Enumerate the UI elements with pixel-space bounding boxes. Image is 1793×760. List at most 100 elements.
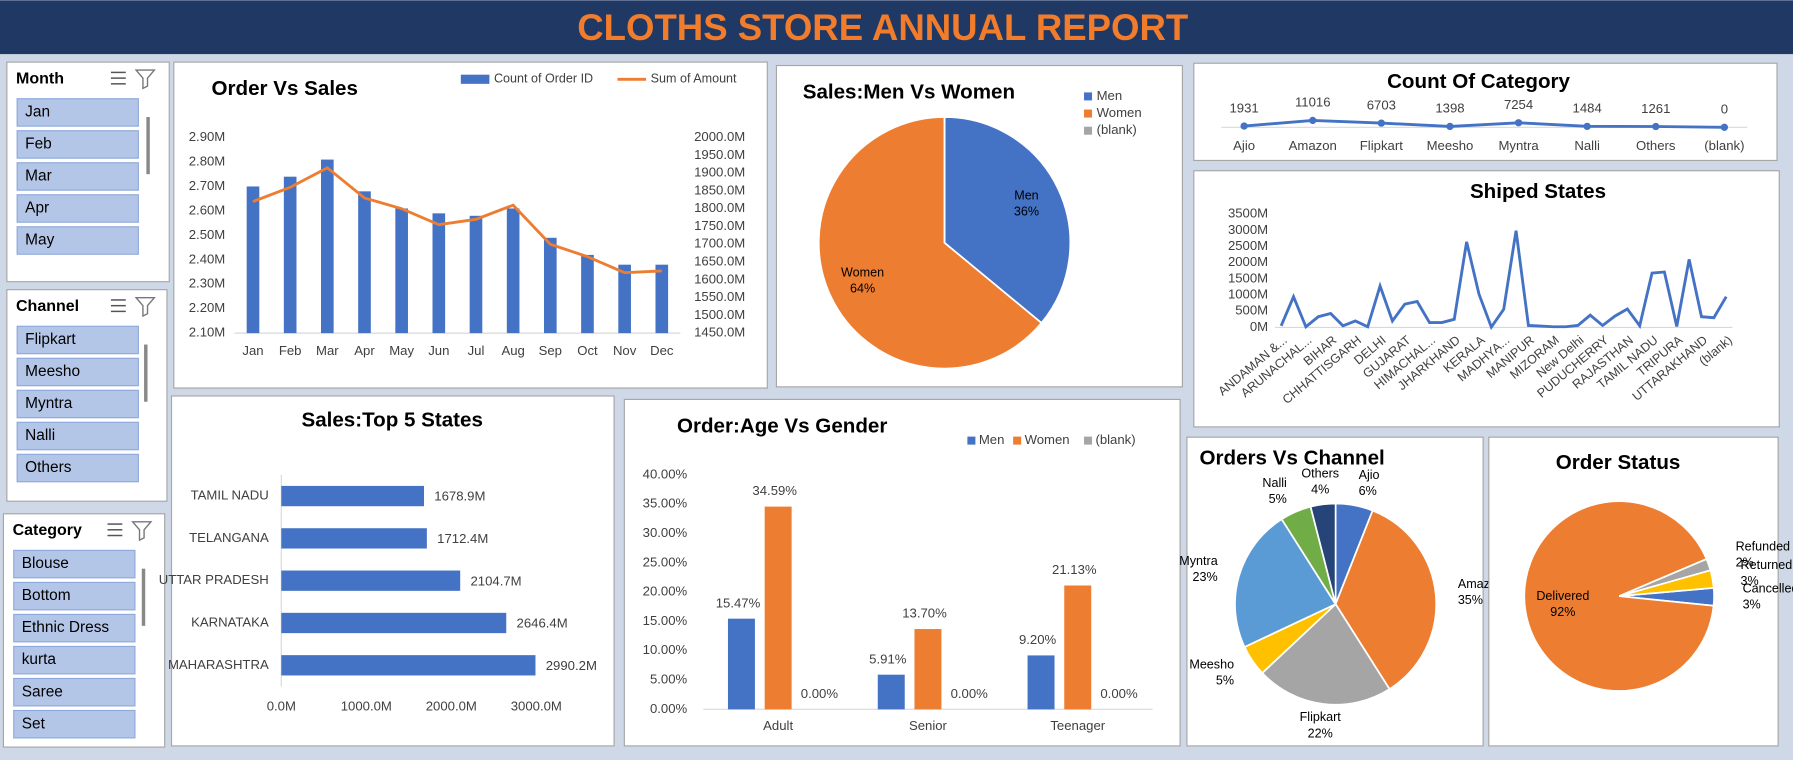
scrollbar	[146, 116, 150, 175]
slicer-item[interactable]	[16, 389, 139, 419]
scrollbar	[144, 344, 148, 402]
marker	[1583, 122, 1591, 131]
data-label: 21.13%	[1052, 562, 1097, 577]
y2-tick-label: 2000.0M	[694, 129, 745, 144]
data-label: 2104.7M	[470, 573, 521, 588]
y-tick-label: 2.60M	[189, 202, 226, 217]
y-tick-label: UTTAR PRADESH	[159, 572, 269, 587]
marker	[1377, 119, 1386, 127]
pie-label-category: Meesho	[1189, 657, 1234, 671]
slicer-item[interactable]	[13, 549, 136, 579]
pie-label-value: 92%	[1550, 605, 1575, 619]
line-series	[1244, 118, 1725, 129]
slicer-item-label: kurta	[22, 651, 57, 668]
x-tick-label: Senior	[909, 718, 948, 733]
bar	[358, 191, 371, 334]
y-tick-label: 2.30M	[189, 276, 226, 291]
slicer-item[interactable]	[16, 226, 139, 255]
y-tick-label: 20.00%	[643, 584, 688, 599]
y-tick-label: 2.70M	[189, 178, 226, 193]
marker	[1309, 116, 1317, 125]
slicer-item[interactable]	[16, 98, 139, 127]
data-label: 1712.4M	[437, 531, 488, 546]
clear-filter-icon[interactable]	[131, 521, 153, 542]
x-tick-label: 3000.0M	[511, 699, 562, 714]
bar	[321, 159, 334, 334]
slicer-item[interactable]	[16, 130, 139, 159]
slicer-item[interactable]	[13, 709, 136, 739]
data-label: 6703	[1367, 97, 1396, 112]
x-tick-label: Apr	[354, 343, 375, 358]
pie-slice	[1618, 569, 1715, 597]
marker	[1720, 123, 1729, 131]
scrollbar	[141, 568, 146, 626]
y2-tick-label: 1500.0M	[694, 307, 745, 322]
y-tick-label: 1000M	[1228, 287, 1268, 302]
data-label: 0.00%	[951, 686, 989, 701]
slicer-item[interactable]	[13, 613, 136, 643]
slicer-item-label: Blouse	[22, 555, 69, 572]
slicer-item[interactable]	[16, 194, 139, 223]
y2-tick-label: 1850.0M	[694, 182, 745, 197]
slicer-title: Category	[13, 522, 82, 539]
pie-slice	[1234, 517, 1337, 649]
bar	[246, 186, 260, 334]
data-label: 13.70%	[902, 606, 947, 621]
y-tick-label: 2.40M	[189, 251, 226, 266]
bar	[914, 629, 942, 710]
pie-label-category: Nalli	[1262, 476, 1286, 490]
clear-filter-icon[interactable]	[134, 296, 156, 318]
y2-tick-label: 1750.0M	[694, 218, 745, 233]
slicer-item[interactable]	[13, 677, 136, 707]
bar	[281, 612, 507, 634]
y-tick-label: 25.00%	[643, 554, 688, 569]
legend-swatch	[967, 436, 976, 445]
x-tick-label: 1000.0M	[341, 699, 392, 714]
slicer-item-label: Nalli	[25, 427, 55, 444]
data-label: 34.59%	[752, 483, 797, 498]
slicer-item[interactable]	[16, 162, 139, 191]
bar	[281, 485, 425, 507]
y-tick-label: 2.50M	[189, 227, 226, 242]
slicer-item-label: Jan	[25, 104, 50, 121]
data-label: 5.91%	[869, 651, 907, 666]
pie-label-value: 4%	[1311, 483, 1329, 497]
slicer-item[interactable]	[16, 421, 139, 451]
y-tick-label: 2.80M	[189, 153, 226, 168]
slicer-item[interactable]	[16, 453, 139, 483]
x-tick-label: Amazon	[1289, 138, 1337, 153]
chart-title: Sales:Men Vs Women	[803, 80, 1015, 103]
panel	[1193, 62, 1778, 162]
pie-label-value: 3%	[1741, 574, 1759, 588]
legend-label: (blank)	[1097, 122, 1137, 137]
data-label: 0.00%	[801, 686, 839, 701]
slicer-item-label: Bottom	[22, 587, 71, 604]
x-tick-label: May	[389, 343, 414, 358]
bar	[618, 264, 631, 334]
x-tick-label: Ajio	[1233, 138, 1255, 153]
slicer-item-label: Myntra	[25, 395, 73, 412]
chart-title: Orders Vs Channel	[1200, 446, 1385, 469]
slicer-item[interactable]	[13, 581, 136, 611]
slicer-item[interactable]	[13, 645, 136, 675]
pie-label-value: 35%	[1458, 593, 1483, 607]
clear-filter-icon[interactable]	[134, 69, 156, 90]
legend-label: Men	[1097, 88, 1123, 103]
line-series	[1279, 230, 1728, 331]
pie-slice	[1523, 500, 1715, 692]
y-tick-label: MAHARASHTRA	[168, 657, 269, 672]
bar	[395, 208, 408, 334]
x-tick-label: Flipkart	[1360, 138, 1403, 153]
pie-slice	[817, 116, 1043, 370]
y-tick-label: KARNATAKA	[191, 614, 269, 629]
slicer-item[interactable]	[16, 357, 139, 387]
bar	[283, 176, 297, 334]
slicer-item[interactable]	[16, 325, 139, 355]
x-tick-label: Sep	[539, 343, 562, 358]
x-tick-label: Mar	[316, 343, 339, 358]
y-tick-label: 0.00%	[650, 701, 688, 716]
y-tick-label: 2000M	[1228, 254, 1268, 269]
chart-title: Count Of Category	[1387, 70, 1570, 93]
bar	[506, 208, 520, 334]
y-tick-label: 1500M	[1228, 270, 1268, 285]
